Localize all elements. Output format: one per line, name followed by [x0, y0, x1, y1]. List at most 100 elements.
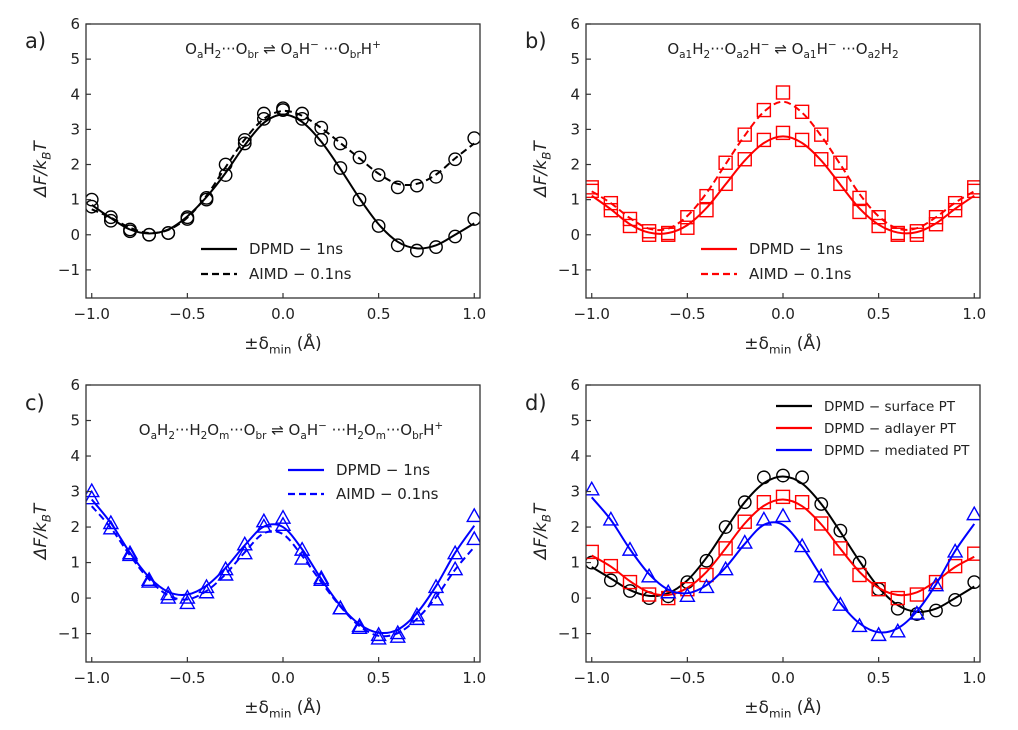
series-0 — [586, 468, 980, 621]
data-point — [333, 136, 348, 151]
x-axis-label: ±δmin​ (Å) — [244, 332, 321, 356]
data-point — [351, 619, 368, 634]
data-point — [776, 468, 790, 483]
x-tick-label: 0.5 — [367, 305, 391, 323]
data-point — [352, 150, 367, 165]
y-axis-label: ΔF/kB​T — [31, 502, 53, 561]
data-point — [371, 168, 386, 182]
legend-item: DPMD − 1ns — [701, 240, 843, 258]
data-point — [408, 610, 426, 626]
x-tick-label: 0.5 — [367, 669, 391, 687]
data-point — [103, 210, 118, 225]
y-tick-label: 2 — [570, 156, 580, 174]
data-point — [217, 560, 234, 576]
data-point — [602, 511, 620, 526]
data-point — [448, 229, 463, 244]
data-point — [198, 583, 215, 599]
data-point — [621, 541, 639, 556]
data-point — [794, 494, 810, 510]
x-tick-label: −1.0 — [574, 305, 610, 323]
data-point — [333, 161, 348, 175]
data-point — [774, 507, 792, 523]
x-tick-label: 1.0 — [462, 305, 486, 323]
data-point — [313, 571, 330, 587]
data-point — [427, 590, 445, 606]
x-tick-label: −0.5 — [669, 669, 705, 687]
data-point — [967, 183, 980, 199]
y-tick-label: −1 — [558, 625, 580, 643]
data-point — [140, 573, 158, 588]
data-point — [293, 550, 311, 565]
data-point — [256, 111, 271, 126]
data-point — [833, 523, 848, 538]
data-point — [180, 212, 195, 226]
legend-label: DPMD − 1ns — [749, 240, 843, 258]
y-tick-label: 6 — [570, 15, 580, 33]
data-point — [890, 590, 905, 606]
y-tick-label: 2 — [570, 518, 580, 536]
data-point — [736, 534, 753, 549]
data-point — [276, 101, 290, 116]
data-point — [255, 518, 273, 533]
series-0 — [586, 125, 980, 242]
series-line — [91, 109, 475, 235]
data-point — [948, 592, 963, 607]
data-point — [795, 470, 810, 485]
series-1 — [586, 85, 980, 241]
data-point — [966, 505, 980, 521]
y-tick-label: 0 — [570, 589, 580, 607]
data-point — [870, 626, 887, 642]
data-point — [256, 106, 271, 121]
data-point — [909, 224, 925, 239]
data-point — [871, 581, 886, 597]
legend-label: AIMD − 0.1ns — [749, 265, 852, 283]
data-point — [756, 494, 772, 510]
y-tick-label: −1 — [558, 261, 580, 279]
data-point — [218, 157, 233, 172]
data-point — [833, 176, 848, 192]
data-point — [946, 542, 964, 558]
data-point — [794, 104, 810, 120]
plot-area — [586, 85, 980, 242]
data-point — [641, 224, 657, 239]
legend-label: DPMD − 1ns — [336, 461, 430, 479]
legend-label: DPMD − adlayer PT — [824, 421, 957, 437]
reaction-annotation: Oa​H2​···Obr​ ⇌ Oa​H−​ ···Obr​H+​ — [185, 39, 381, 61]
data-point — [718, 155, 733, 170]
data-point — [718, 520, 733, 534]
x-tick-label: −1.0 — [74, 305, 110, 323]
data-point — [160, 589, 177, 604]
data-point — [217, 566, 234, 581]
data-point — [179, 589, 196, 604]
x-axis-label: ±δmin​ (Å) — [244, 696, 321, 720]
legend-label: AIMD − 0.1ns — [336, 485, 439, 503]
y-tick-label: 5 — [570, 50, 580, 68]
data-point — [640, 567, 658, 583]
x-tick-label: 0.0 — [771, 305, 795, 323]
data-point — [237, 136, 252, 151]
y-tick-label: −1 — [58, 625, 80, 643]
data-point — [446, 560, 464, 576]
data-point — [198, 578, 215, 594]
data-point — [586, 544, 599, 560]
x-tick-label: 1.0 — [462, 669, 486, 687]
x-tick-label: −0.5 — [169, 669, 205, 687]
legend-item: DPMD − mediated PT — [776, 443, 970, 459]
data-point — [641, 587, 657, 602]
x-axis-label: ±δmin​ (Å) — [744, 696, 821, 720]
data-point — [909, 587, 925, 602]
data-point — [756, 470, 771, 485]
data-point — [586, 180, 599, 195]
data-point — [698, 578, 715, 594]
data-point — [274, 509, 292, 524]
data-point — [967, 575, 980, 589]
y-tick-label: 3 — [570, 483, 580, 501]
data-point — [586, 183, 599, 199]
panel-label: b) — [525, 29, 547, 53]
data-point — [389, 628, 406, 643]
legend-item: DPMD − 1ns — [201, 240, 343, 258]
x-tick-label: −0.5 — [669, 305, 705, 323]
data-point — [86, 192, 99, 207]
legend-item: AIMD − 0.1ns — [201, 265, 352, 283]
